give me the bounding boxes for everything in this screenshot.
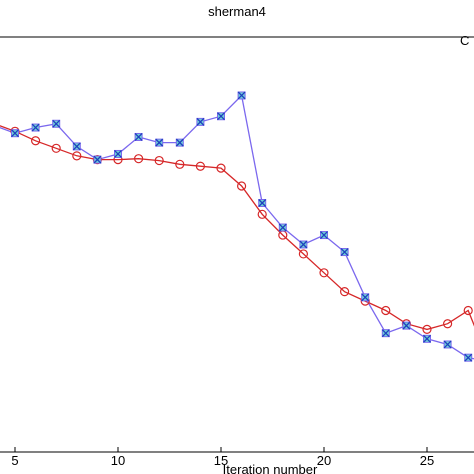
data-point-xbox: [52, 119, 61, 128]
data-point-xbox: [93, 155, 102, 164]
data-point-xbox: [299, 240, 308, 249]
chart-title: sherman4: [208, 4, 266, 19]
data-point-xbox: [361, 293, 370, 302]
data-point-circle: [381, 305, 391, 316]
data-point-xbox: [11, 129, 19, 138]
data-point-circle: [463, 305, 473, 316]
data-point-xbox: [258, 199, 267, 207]
x-tick-label: 15: [214, 453, 228, 468]
data-point-circle: [175, 159, 185, 169]
data-point-circle: [154, 155, 164, 166]
data-point-circle: [195, 161, 205, 171]
data-point-xbox: [237, 91, 246, 100]
data-point-circle: [443, 319, 453, 329]
data-point-xbox: [175, 138, 184, 147]
data-point-xbox: [217, 112, 225, 121]
data-point-xbox: [381, 329, 390, 338]
data-point-circle: [72, 151, 82, 161]
data-point-xbox: [402, 321, 411, 330]
data-point-xbox: [196, 117, 205, 126]
data-point-xbox: [423, 334, 431, 343]
x-axis-label: Iteration number: [223, 462, 318, 474]
data-point-circle: [30, 136, 41, 146]
x-axis-ticks: 5 10 15 20 25: [11, 447, 434, 468]
data-point-xbox: [31, 123, 40, 132]
data-point-xbox: [278, 223, 287, 232]
data-point-circle: [216, 163, 226, 173]
data-point-circle: [319, 268, 329, 278]
data-point-circle: [237, 181, 247, 191]
data-point-circle: [422, 324, 432, 334]
data-point-xbox: [340, 248, 349, 257]
data-point-xbox: [72, 142, 81, 151]
data-point-xbox: [320, 231, 328, 240]
x-tick-label: 25: [420, 453, 434, 468]
x-tick-label: 20: [317, 453, 331, 468]
legend-partial-label: C: [460, 33, 469, 48]
data-point-circle: [134, 154, 144, 164]
data-point-xbox: [443, 340, 452, 349]
series-markers: [10, 91, 473, 362]
data-point-circle: [257, 209, 267, 219]
data-point-xbox: [114, 149, 122, 158]
plot-frame: [0, 36, 474, 453]
data-point-xbox: [155, 138, 164, 147]
data-point-xbox: [134, 132, 143, 141]
data-point-circle: [340, 287, 350, 297]
data-point-circle: [51, 143, 61, 153]
x-tick-label: 10: [111, 453, 125, 468]
data-point-circle: [298, 249, 308, 259]
x-tick-label: 5: [11, 453, 18, 468]
data-point-xbox: [464, 353, 473, 362]
